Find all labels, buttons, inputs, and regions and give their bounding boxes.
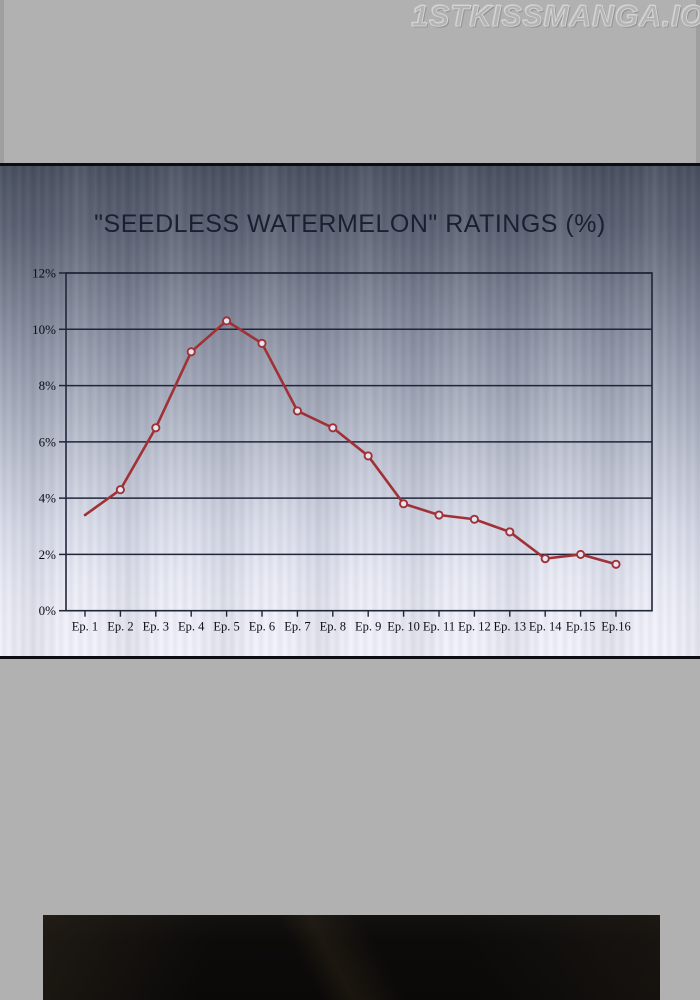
data-point-marker	[151, 423, 161, 433]
x-tick-label: Ep. 4	[178, 620, 205, 634]
x-tick-label: Ep.15	[566, 620, 596, 634]
site-watermark: 1STKISSMANGA.IO	[411, 0, 700, 34]
x-tick-label: Ep. 10	[387, 620, 420, 634]
x-tick-label: Ep. 2	[107, 620, 133, 634]
x-tick-label: Ep. 11	[423, 620, 455, 634]
data-point-marker	[186, 347, 196, 357]
data-point-marker	[222, 316, 232, 326]
data-point-marker	[292, 406, 302, 416]
next-panel-image	[43, 915, 660, 1000]
data-point-marker	[115, 485, 125, 495]
x-tick-label: Ep. 14	[529, 620, 562, 634]
x-tick-label: Ep. 13	[493, 620, 526, 634]
data-point-marker	[505, 527, 515, 537]
data-point-marker	[328, 423, 338, 433]
chart-panel: 0% 2% 4% 6% 8% 10% 12% Ep. 1 Ep. 2 Ep. 3 Ep. 4 Ep. …	[0, 166, 700, 656]
data-point-marker	[434, 510, 444, 520]
y-tick-label: 0%	[39, 603, 57, 618]
y-tick-label: 4%	[39, 491, 57, 506]
y-tick-label: 6%	[39, 434, 57, 449]
panel-divider-top	[0, 163, 700, 166]
data-point-marker	[257, 338, 267, 348]
x-tick-label: Ep. 5	[213, 620, 239, 634]
panel-divider-bottom	[0, 656, 700, 659]
x-tick-label: Ep. 7	[284, 620, 310, 634]
ratings-line	[83, 319, 618, 566]
data-point-marker	[469, 514, 479, 524]
data-point-marker	[576, 549, 586, 559]
data-point-marker	[399, 499, 409, 509]
data-point-marker	[363, 451, 373, 461]
plot-frame	[65, 272, 653, 612]
x-tick-label: Ep. 8	[320, 620, 346, 634]
x-tick-label: Ep. 1	[72, 620, 98, 634]
x-tick-label: Ep. 6	[249, 620, 275, 634]
ratings-chart: 0% 2% 4% 6% 8% 10% 12% Ep. 1 Ep. 2 Ep. 3 Ep. 4 Ep. …	[32, 266, 653, 634]
y-tick-label: 2%	[39, 547, 57, 562]
x-tick-label: Ep. 9	[355, 620, 381, 634]
x-tick-label: Ep. 12	[458, 620, 491, 634]
chart-title: "SEEDLESS WATERMELON" RATINGS (%)	[94, 210, 606, 238]
x-tick-label: Ep.16	[601, 620, 631, 634]
y-tick-label: 8%	[39, 378, 57, 393]
data-point-marker	[540, 554, 550, 564]
x-tick-label: Ep. 3	[143, 620, 169, 634]
y-tick-label: 10%	[32, 322, 56, 337]
y-tick-label: 12%	[32, 266, 56, 281]
data-point-marker	[611, 559, 621, 569]
